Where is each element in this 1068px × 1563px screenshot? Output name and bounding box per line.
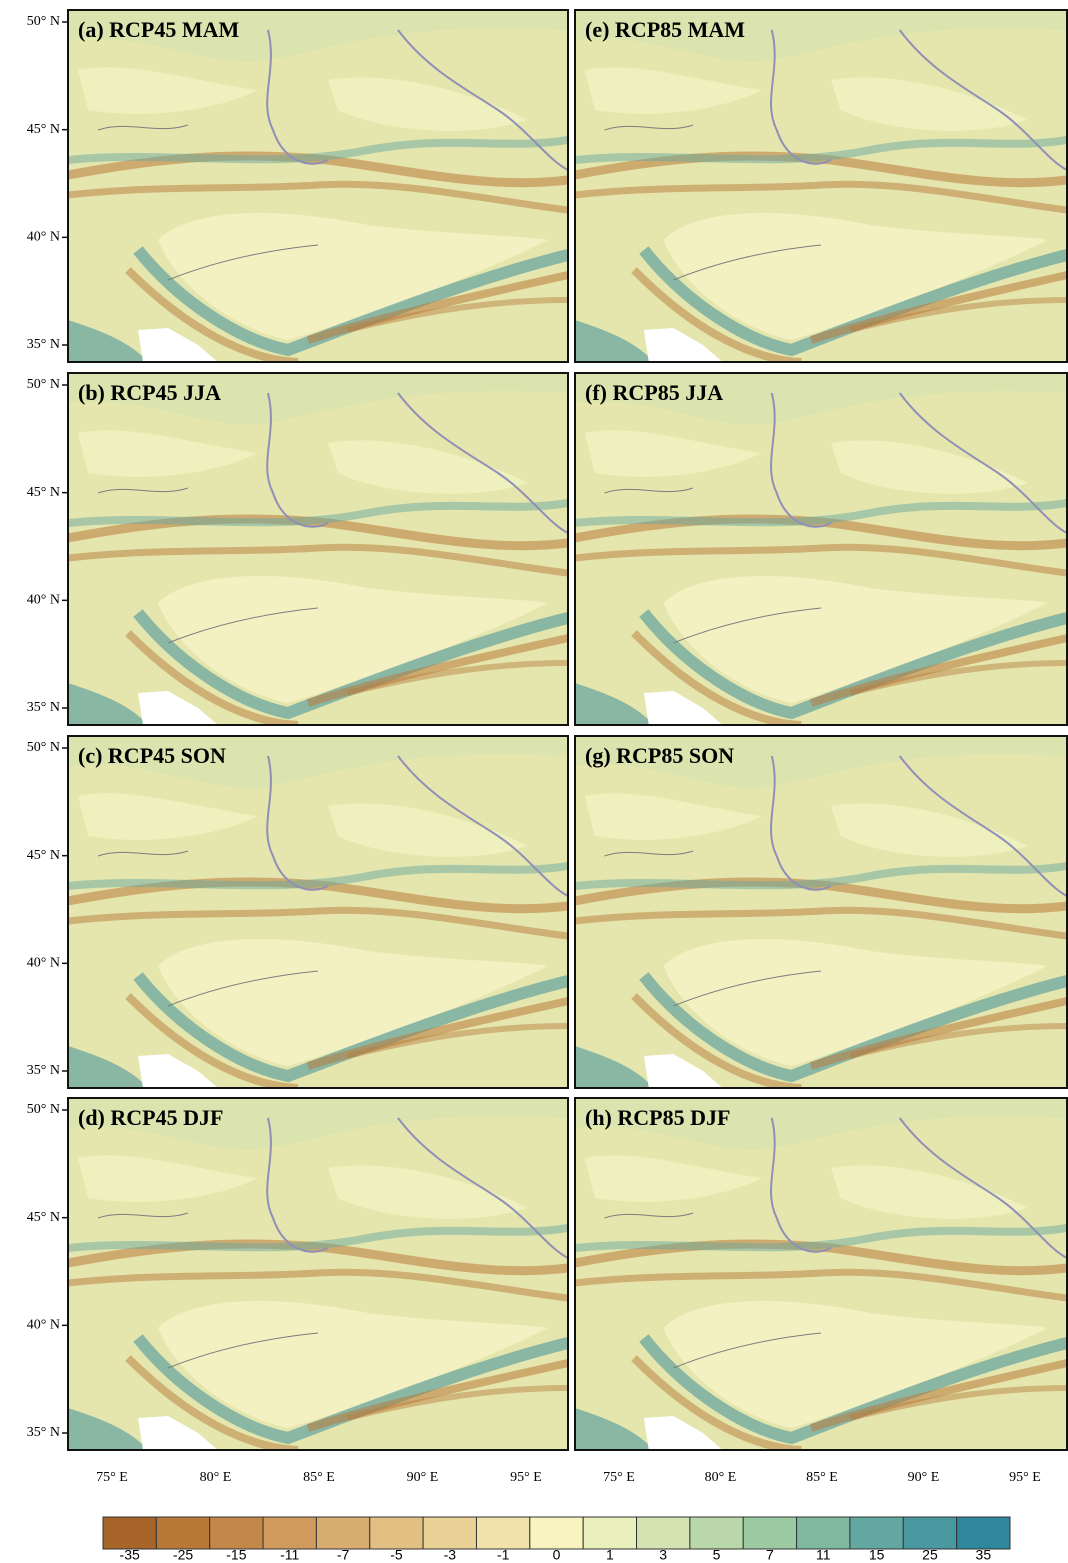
colorbar-box <box>530 1517 583 1549</box>
lon-label: 95° E <box>1009 1470 1041 1485</box>
colorbar-label: -7 <box>337 1547 350 1563</box>
lat-label: 45° N <box>27 122 60 137</box>
lat-label: 35° N <box>27 337 60 352</box>
colorbar-box <box>957 1517 1010 1549</box>
lat-label: 35° N <box>27 1063 60 1078</box>
colorbar-label: -15 <box>226 1547 246 1563</box>
panel-label: (b) RCP45 JJA <box>78 380 221 405</box>
lat-label: 45° N <box>27 1210 60 1225</box>
map-panel: (d) RCP45 DJF <box>68 1098 568 1450</box>
colorbar-label: -25 <box>173 1547 193 1563</box>
lat-label: 50° N <box>27 1102 60 1117</box>
lon-label: 75° E <box>96 1470 128 1485</box>
map-panel: (e) RCP85 MAM <box>575 10 1067 362</box>
colorbar-box <box>210 1517 263 1549</box>
lat-label: 40° N <box>27 956 60 971</box>
colorbar-box <box>263 1517 316 1549</box>
lat-label: 40° N <box>27 1318 60 1333</box>
colorbar-box <box>423 1517 476 1549</box>
colorbar-box <box>903 1517 956 1549</box>
panel-label: (h) RCP85 DJF <box>585 1105 730 1130</box>
colorbar-label: 0 <box>553 1547 561 1563</box>
lat-label: 35° N <box>27 700 60 715</box>
colorbar-label: -3 <box>444 1547 457 1563</box>
panel-label: (c) RCP45 SON <box>78 743 226 768</box>
lon-label: 80° E <box>705 1470 737 1485</box>
figure: (a) RCP45 MAM (b) RCP45 JJA (c) RCP45 SON (… <box>0 0 1068 1563</box>
map-field <box>68 10 568 362</box>
colorbar-box <box>476 1517 529 1549</box>
map-field <box>575 10 1067 362</box>
colorbar-label: 11 <box>816 1547 831 1563</box>
colorbar-box <box>370 1517 423 1549</box>
panel-label: (d) RCP45 DJF <box>78 1105 223 1130</box>
colorbar-box <box>583 1517 636 1549</box>
lon-label: 90° E <box>908 1470 940 1485</box>
lat-label: 50° N <box>27 377 60 392</box>
map-panel: (a) RCP45 MAM <box>68 10 568 362</box>
map-field <box>575 736 1067 1088</box>
colorbar-box <box>743 1517 796 1549</box>
map-field <box>68 736 568 1088</box>
colorbar-label: 3 <box>659 1547 667 1563</box>
map-field <box>575 373 1067 725</box>
colorbar-box <box>316 1517 369 1549</box>
lon-label: 85° E <box>806 1470 838 1485</box>
map-panel: (h) RCP85 DJF <box>575 1098 1067 1450</box>
colorbar-label: -11 <box>280 1547 299 1563</box>
lat-label: 40° N <box>27 230 60 245</box>
panel-label: (g) RCP85 SON <box>585 743 734 768</box>
colorbar-box <box>103 1517 156 1549</box>
colorbar-box <box>156 1517 209 1549</box>
colorbar-label: 5 <box>713 1547 721 1563</box>
colorbar-box <box>690 1517 743 1549</box>
colorbar-box <box>850 1517 903 1549</box>
lat-label: 35° N <box>27 1425 60 1440</box>
panel-label: (a) RCP45 MAM <box>78 17 240 42</box>
lat-label: 40° N <box>27 593 60 608</box>
map-field <box>68 373 568 725</box>
colorbar-label: 1 <box>606 1547 614 1563</box>
colorbar-label: 25 <box>922 1547 938 1563</box>
colorbar-label: -5 <box>390 1547 403 1563</box>
lat-label: 45° N <box>27 485 60 500</box>
colorbar-box <box>637 1517 690 1549</box>
lon-label: 85° E <box>303 1470 335 1485</box>
colorbar-label: 7 <box>766 1547 774 1563</box>
lat-label: 50° N <box>27 740 60 755</box>
lon-label: 75° E <box>603 1470 635 1485</box>
lon-label: 80° E <box>200 1470 232 1485</box>
colorbar-label: 15 <box>869 1547 885 1563</box>
colorbar-label: -35 <box>120 1547 140 1563</box>
map-panel: (c) RCP45 SON <box>68 736 568 1088</box>
map-field <box>575 1098 1067 1450</box>
map-panel: (g) RCP85 SON <box>575 736 1067 1088</box>
lat-label: 50° N <box>27 14 60 29</box>
colorbar-label: -1 <box>497 1547 510 1563</box>
panel-label: (f) RCP85 JJA <box>585 380 723 405</box>
map-panel: (b) RCP45 JJA <box>68 373 568 725</box>
lon-label: 95° E <box>510 1470 542 1485</box>
panel-label: (e) RCP85 MAM <box>585 17 745 42</box>
colorbar-label: 35 <box>976 1547 992 1563</box>
lon-label: 90° E <box>407 1470 439 1485</box>
map-field <box>68 1098 568 1450</box>
colorbar-box <box>797 1517 850 1549</box>
map-panel: (f) RCP85 JJA <box>575 373 1067 725</box>
lat-label: 45° N <box>27 848 60 863</box>
